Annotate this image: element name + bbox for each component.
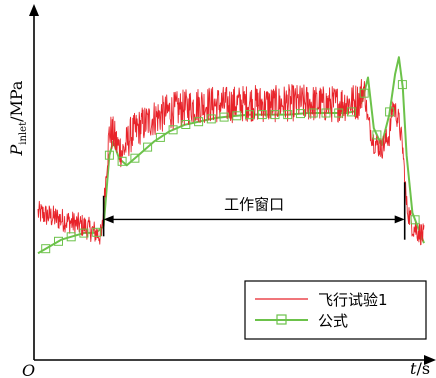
- y-axis-label-sub: inlet: [18, 122, 29, 145]
- series-layer: [37, 56, 425, 255]
- formula-point-marker: [296, 109, 305, 119]
- working-window-label: 工作窗口: [224, 195, 284, 213]
- legend-box: [244, 280, 427, 340]
- x-axis-label-unit: /s: [416, 359, 430, 378]
- formula-point-marker: [168, 125, 178, 135]
- x-axis-label: t/s: [410, 359, 430, 378]
- formula-point-marker: [155, 132, 165, 142]
- formula-point-marker: [372, 130, 382, 140]
- formula-point-marker: [308, 108, 318, 118]
- formula-point-marker: [334, 108, 344, 118]
- formula-point-marker: [397, 80, 407, 90]
- formula-point-marker: [194, 117, 204, 127]
- formula-point-marker: [143, 142, 153, 152]
- formula-point-marker: [410, 215, 420, 225]
- legend: 飞行试验1 公式: [244, 280, 427, 340]
- formula-point-marker: [245, 110, 254, 120]
- y-axis-label: Pinlet/MPa: [7, 80, 29, 156]
- formula-point-marker: [104, 150, 114, 160]
- y-axis-label-unit: /MPa: [7, 80, 26, 122]
- formula-point-marker: [257, 110, 267, 120]
- origin-label: O: [22, 361, 35, 378]
- y-axis-label-var: P: [7, 144, 26, 156]
- formula-point-marker: [283, 110, 293, 120]
- x-axis-arrow: [424, 355, 436, 365]
- formula-point-marker: [54, 236, 63, 246]
- legend-label-formula: 公式: [318, 312, 348, 330]
- marker-layer: [41, 80, 420, 254]
- x-axis-label-var: t: [410, 359, 417, 378]
- legend-label-flight: 飞行试验1: [318, 291, 388, 309]
- formula-point-marker: [219, 112, 229, 122]
- formula-point-marker: [346, 107, 356, 117]
- formula-point-marker: [206, 114, 216, 124]
- formula-point-marker: [92, 227, 102, 237]
- formula-point-marker: [232, 111, 242, 121]
- series-line-formula: [37, 56, 425, 255]
- formula-point-marker: [66, 232, 76, 242]
- formula-point-marker: [41, 244, 51, 254]
- formula-point-marker: [130, 153, 140, 163]
- working-window-arrowhead-left: [103, 215, 114, 224]
- formula-point-marker: [181, 120, 191, 129]
- formula-point-marker: [79, 228, 89, 238]
- y-axis-arrow: [29, 4, 39, 16]
- formula-point-marker: [359, 88, 369, 98]
- formula-point-marker: [321, 108, 331, 118]
- formula-point-marker: [270, 110, 280, 120]
- working-window: 工作窗口: [102, 182, 406, 240]
- formula-point-marker: [385, 107, 395, 117]
- svg-text:Pinlet/MPa: Pinlet/MPa: [7, 80, 29, 156]
- formula-point-marker: [117, 156, 127, 166]
- legend-swatch-formula-marker: [276, 314, 287, 325]
- working-window-arrowhead-right: [394, 215, 405, 224]
